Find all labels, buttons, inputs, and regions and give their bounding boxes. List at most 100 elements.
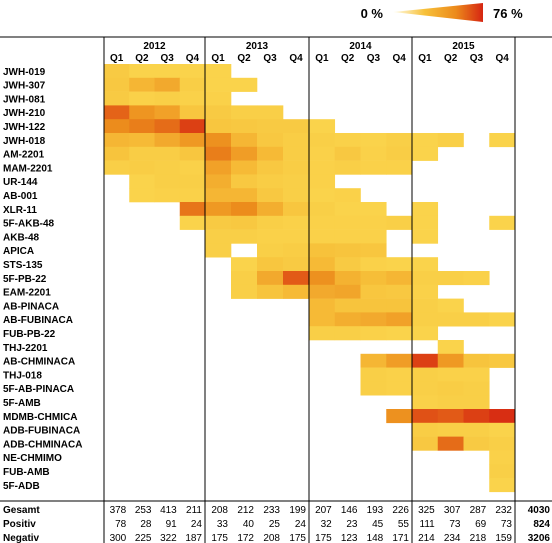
heatmap-cell-adb-fubinaca-13 [412,422,439,437]
heatmap-cell-jwh-018-13 [412,133,439,148]
heatmap-cell-apica-10 [334,243,361,258]
heatmap-cell-xlr-11-10 [334,202,361,217]
row-label-adb-fubinaca: ADB-FUBINACA [3,426,80,437]
heatmap-cell-eam-2201-13 [412,284,439,299]
heatmap-cell-mam-2201-8 [283,160,310,175]
heatmap-cell-ab-fubinaca-15 [463,312,490,327]
summary-value-gesamt-14: 307 [444,505,461,516]
legend-color-ramp [393,3,483,22]
row-labels: JWH-019 JWH-307 JWH-081 JWH-210 JWH-122 JWH-0… [3,67,82,492]
year-label-2014: 2014 [349,41,372,52]
quarter-label-2014-q2: Q2 [341,53,355,64]
row-label-thj-018: THJ-018 [3,370,42,381]
heatmap-cell-5f-akb-48-16 [489,215,516,230]
heatmap-cell-thj-018-14 [437,367,464,382]
heatmap-cell-thj-018-11 [360,367,387,382]
row-label-jwh-307: JWH-307 [3,81,46,92]
heatmap-cell-jwh-018-11 [360,133,387,148]
heatmap-cell-adb-chminaca-13 [412,436,439,451]
heatmap-cell-xlr-11-11 [360,202,387,217]
summary-value-gesamt-10: 146 [341,505,358,516]
heatmap-cell-jwh-018-3 [154,133,181,148]
summary-label-gesamt: Gesamt [3,505,40,516]
row-label-jwh-122: JWH-122 [3,122,46,133]
heatmap-cell-fub-pb-22-12 [386,326,413,341]
heatmap-cell-am-2201-10 [334,146,361,161]
quarter-label-2015-q2: Q2 [444,53,458,64]
heatmap-cell-jwh-081-1 [104,91,130,106]
heatmap-cell-ab-fubinaca-10 [334,312,361,327]
heatmap-cell-jwh-018-8 [283,133,310,148]
summary-value-positiv-16: 73 [501,519,513,530]
summary-value-gesamt-11: 193 [367,505,384,516]
heatmap-cell-am-2201-12 [386,146,413,161]
heatmap-cell-jwh-122-3 [154,119,181,134]
column-header: 2012 Q1 Q2 Q3 Q4 2013 Q1 Q2 Q3 Q4 2014 Q1 Q2 Q3 Q4 2015… [110,41,509,64]
quarter-label-2013-q2: Q2 [237,53,251,64]
heatmap-cell-mdmb-chmica-13 [412,409,439,424]
heatmap-cell-jwh-018-10 [334,133,361,148]
heatmap-cell-ab-pinaca-14 [437,298,464,313]
summary-value-gesamt-1: 378 [110,505,127,516]
heatmap-cell-fub-pb-22-9 [309,326,336,341]
row-label-thj-2201: THJ-2201 [3,343,48,354]
summary-value-negativ-11: 148 [367,533,384,543]
heatmap-cell-xlr-11-7 [257,202,284,217]
summary-value-gesamt-6: 212 [237,505,254,516]
summary-value-negativ-13: 214 [418,533,435,543]
heatmap-cell-5f-ab-pinaca-15 [463,381,490,396]
heatmap-cell-sts-135-11 [360,257,387,272]
heatmap-cell-5f-pb-22-6 [231,271,258,286]
heatmap-cell-5f-akb-48-8 [283,215,310,230]
heatmap-cell-5f-akb-48-13 [412,215,439,230]
summary-label-negativ: Negativ [3,533,40,543]
heatmap-cell-jwh-018-12 [386,133,413,148]
heatmap-cell-jwh-081-3 [154,91,181,106]
quarter-label-2015-q1: Q1 [418,53,432,64]
row-label-ab-chminaca: AB-CHMINACA [3,357,75,368]
heatmap-cell-ab-fubinaca-14 [437,312,464,327]
heatmap-cell-5f-pb-22-12 [386,271,413,286]
heatmap-cell-ur-144-4 [179,174,206,189]
heatmap-cell-sts-135-7 [257,257,284,272]
heatmap-cell-jwh-210-7 [257,105,284,120]
heatmap-cell-mam-2201-2 [129,160,155,175]
heatmap-cell-mam-2201-7 [257,160,284,175]
heatmap-cell-ab-chminaca-15 [463,353,490,368]
row-label-5f-akb-48: 5F-AKB-48 [3,219,55,230]
heatmap-cell-5f-amb-15 [463,395,490,410]
row-label-jwh-019: JWH-019 [3,67,46,78]
heatmap-cell-5f-ab-pinaca-13 [412,381,439,396]
heatmap-cell-adb-chminaca-14 [437,436,464,451]
heatmap-cell-am-2201-7 [257,146,284,161]
quarter-label-2012-q3: Q3 [160,53,174,64]
heatmap-cell-jwh-122-9 [309,119,336,134]
heatmap-cell-jwh-122-4 [179,119,206,134]
heatmap-cell-5f-akb-48-11 [360,215,387,230]
heatmap-cell-jwh-122-6 [231,119,258,134]
summary-label-positiv: Positiv [3,519,36,530]
heatmap-cell-5f-akb-48-5 [205,215,232,230]
heatmap-cell-ur-144-9 [309,174,336,189]
heatmap-cell-jwh-210-1 [104,105,130,120]
heatmap-cell-ab-001-8 [283,188,310,203]
summary-value-positiv-2: 28 [140,519,152,530]
legend-max-label: 76 % [493,6,523,21]
summary-value-negativ-3: 322 [160,533,177,543]
summary-value-gesamt-2: 253 [135,505,152,516]
heatmap-cell-5f-akb-48-7 [257,215,284,230]
summary-value-gesamt-8: 199 [289,505,306,516]
heatmap-cell-sts-135-8 [283,257,310,272]
heatmap-cell-jwh-019-3 [154,64,181,79]
heatmap-cell-jwh-122-2 [129,119,155,134]
row-label-fub-amb: FUB-AMB [3,467,50,478]
row-label-5f-adb: 5F-ADB [3,481,40,492]
heatmap-cell-ab-001-3 [154,188,181,203]
heatmap-cell-ne-chmimo-16 [489,450,516,465]
heatmap-cell-am-2201-3 [154,146,181,161]
heatmap-cell-jwh-122-7 [257,119,284,134]
heatmap-cell-5f-akb-48-4 [179,215,206,230]
heatmap-cell-eam-2201-6 [231,284,258,299]
heatmap-cell-adb-fubinaca-15 [463,422,490,437]
heatmap-cell-adb-fubinaca-14 [437,422,464,437]
